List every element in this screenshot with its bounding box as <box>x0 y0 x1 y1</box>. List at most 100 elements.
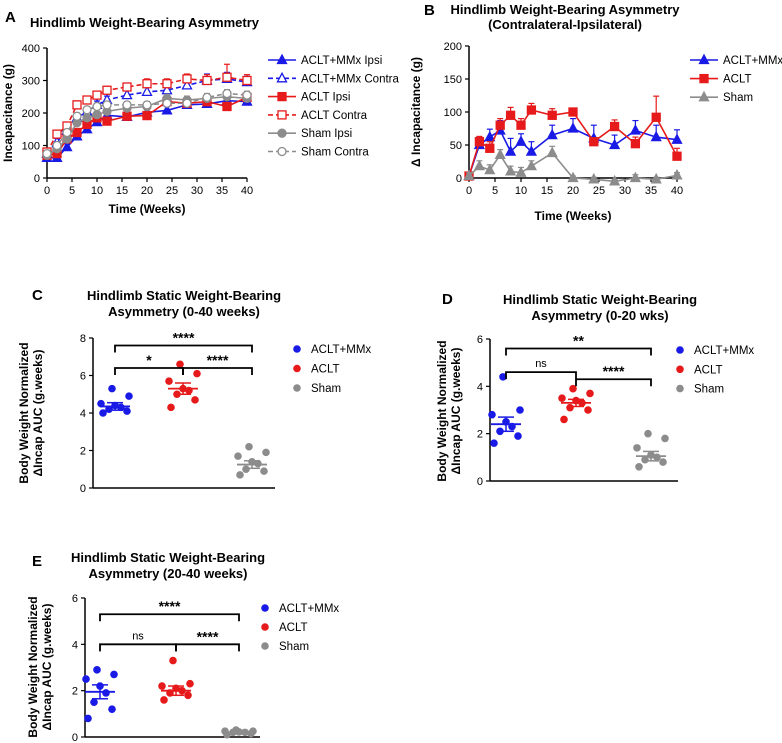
data-point <box>141 85 153 97</box>
significance-bracket: **** <box>575 363 652 387</box>
bracket-line <box>575 378 652 387</box>
legend-marker <box>293 384 301 392</box>
significance-label: * <box>146 352 152 368</box>
data-point <box>589 137 599 147</box>
legend-label: ACLT+MMx <box>694 345 754 357</box>
data-point <box>72 127 82 138</box>
data-point <box>644 429 652 438</box>
legend-marker <box>293 345 301 353</box>
data-point <box>82 113 92 123</box>
data-point <box>546 146 558 158</box>
data-point <box>588 172 600 184</box>
data-point <box>633 444 641 452</box>
legend-entry: ACLT+MMx <box>690 53 782 67</box>
data-point <box>525 159 537 171</box>
legend-marker <box>698 53 710 65</box>
x-tick-label: 15 <box>116 185 128 197</box>
y-tick-label: 0 <box>456 173 462 185</box>
y-tick-label: 6 <box>80 371 86 383</box>
legend-entry: Sham <box>261 641 309 653</box>
data-point <box>650 130 662 142</box>
legend-marker <box>277 91 287 102</box>
data-point <box>90 698 98 707</box>
legend-entry: Sham Ipsi <box>268 128 352 140</box>
bracket-line <box>175 643 240 652</box>
data-point <box>485 143 495 153</box>
legend-label: Sham <box>694 384 724 396</box>
x-tick-label: 0 <box>44 185 50 197</box>
legend-marker <box>676 365 684 374</box>
data-point <box>609 138 621 150</box>
data-point <box>92 101 102 112</box>
legend-label: ACLT+MMx <box>311 344 371 356</box>
data-point <box>72 100 82 110</box>
data-point <box>191 396 199 404</box>
legend-marker <box>261 623 269 631</box>
legend-entry: ACLT Contra <box>268 110 368 122</box>
group-aclt <box>158 656 194 704</box>
data-point <box>125 392 133 400</box>
x-tick-label: 20 <box>567 185 579 197</box>
legend-entry: ACLT <box>676 364 723 376</box>
y-tick-label: 300 <box>22 76 40 88</box>
data-point <box>167 403 175 412</box>
data-point <box>569 384 577 393</box>
legend-entry: ACLT <box>293 364 340 376</box>
y-axis-label: ΔIncap AUC (g.weeks) <box>31 350 45 477</box>
legend-marker <box>699 73 709 84</box>
legend-marker <box>277 146 287 157</box>
panel-d: D Hindlimb Static Weight-BearingAsymmetry… <box>435 291 754 488</box>
data-point <box>568 107 578 117</box>
legend-entry: Sham <box>676 384 724 396</box>
significance-bracket: ns <box>99 630 177 652</box>
group-sham <box>633 429 669 471</box>
panel-label: E <box>32 553 42 570</box>
bracket-line <box>114 344 253 353</box>
legend-entry: ACLT+MMx Ipsi <box>268 53 382 67</box>
data-point <box>495 120 505 130</box>
panel-b: B Hindlimb Weight-Bearing Asymmetry(Contr… <box>409 2 782 223</box>
group-sham <box>221 726 257 739</box>
data-point <box>117 403 125 412</box>
data-point <box>84 714 92 723</box>
chart-title: Hindlimb Weight-Bearing Asymmetry <box>30 15 260 30</box>
data-point <box>184 691 192 700</box>
data-point <box>484 130 496 142</box>
data-point <box>102 85 112 95</box>
data-point <box>142 100 152 110</box>
data-point <box>52 140 62 151</box>
significance-bracket: * <box>114 352 184 375</box>
legend-marker <box>698 90 710 102</box>
x-tick-label: 10 <box>515 185 527 197</box>
y-tick-label: 2 <box>477 429 483 441</box>
data-point <box>525 145 537 156</box>
data-point <box>72 111 82 121</box>
data-point <box>165 377 173 385</box>
y-tick-label: 200 <box>444 41 462 53</box>
chart-title: Asymmetry (0-20 wks) <box>531 308 668 323</box>
data-point <box>142 79 152 89</box>
significance-bracket: ** <box>505 332 652 356</box>
y-axis-label: Body Weight Normalized <box>26 596 40 737</box>
data-point <box>236 471 244 479</box>
significance-bracket: **** <box>175 628 240 652</box>
y-tick-label: 400 <box>22 43 40 55</box>
data-point <box>526 105 537 115</box>
data-point <box>505 165 517 176</box>
data-point <box>560 415 568 424</box>
legend-label: Sham Ipsi <box>301 128 352 140</box>
data-point <box>242 465 250 474</box>
x-tick-label: 40 <box>671 185 683 197</box>
y-tick-label: 4 <box>80 408 86 420</box>
y-axis-label: ΔIncap AUC (g.weeks) <box>449 348 463 475</box>
data-point <box>202 92 212 103</box>
y-tick-label: 4 <box>477 381 483 393</box>
x-axis-label: Time (Weeks) <box>535 209 612 223</box>
bracket-line <box>505 347 652 356</box>
data-point <box>221 727 229 736</box>
x-tick-label: 5 <box>492 185 498 197</box>
data-point <box>484 163 496 175</box>
data-point <box>499 373 507 381</box>
y-tick-label: 0 <box>477 476 483 488</box>
chart-title: Hindlimb Weight-Bearing Asymmetry <box>451 2 681 17</box>
